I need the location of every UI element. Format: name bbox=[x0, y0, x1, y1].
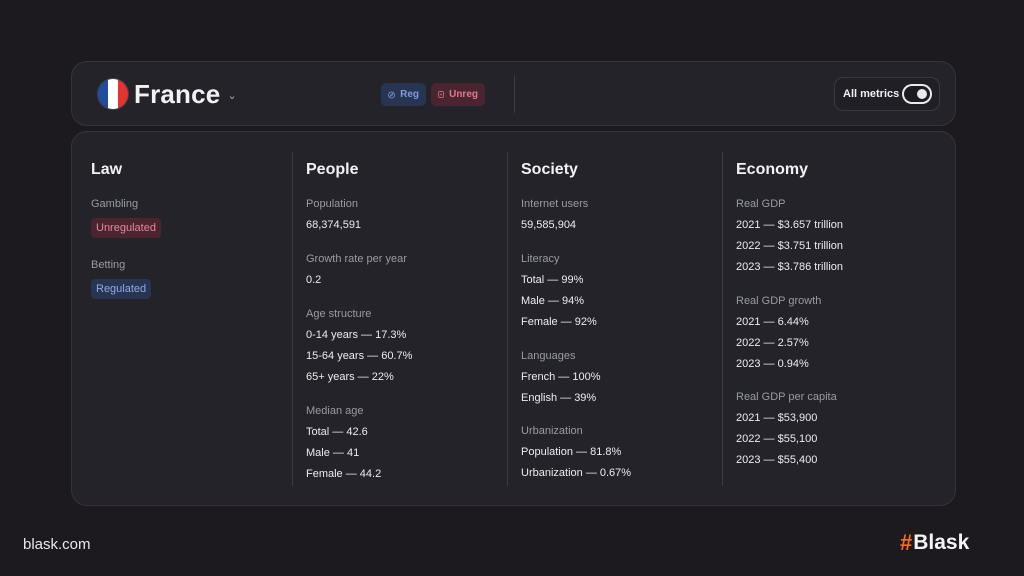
country-name: France bbox=[134, 78, 221, 109]
header-divider bbox=[514, 75, 515, 113]
unreg-chip-label: Unreg bbox=[449, 89, 478, 100]
literacy-value: Male — 94% bbox=[521, 295, 584, 307]
reg-filter-chip[interactable]: Reg bbox=[381, 83, 426, 106]
real-gdp-growth-value: 2021 — 6.44% bbox=[736, 316, 809, 328]
literacy-value: Total — 99% bbox=[521, 274, 584, 286]
people-title: People bbox=[306, 161, 359, 178]
languages-value: English — 39% bbox=[521, 392, 597, 404]
gambling-label: Gambling bbox=[91, 198, 139, 210]
all-metrics-label: All metrics bbox=[843, 88, 900, 100]
real-gdp-label: Real GDP bbox=[736, 198, 786, 210]
real-gdp-growth-label: Real GDP growth bbox=[736, 295, 822, 307]
hash-icon: # bbox=[900, 530, 913, 555]
real-gdp-value: 2022 — $3.751 trillion bbox=[736, 240, 844, 252]
gdp-per-capita-value: 2021 — $53,900 bbox=[736, 412, 818, 424]
median-age-value: Male — 41 bbox=[306, 447, 360, 459]
population-label: Population bbox=[306, 198, 358, 210]
age-structure-value: 15-64 years — 60.7% bbox=[306, 350, 413, 362]
real-gdp-growth-value: 2022 — 2.57% bbox=[736, 337, 809, 349]
urbanization-label: Urbanization bbox=[521, 425, 583, 437]
literacy-label: Literacy bbox=[521, 253, 560, 265]
blask-logo: # Blask bbox=[900, 531, 969, 555]
compass-icon bbox=[388, 91, 395, 98]
betting-status-badge: Regulated bbox=[91, 279, 152, 299]
column-divider bbox=[507, 152, 508, 486]
gambling-status-badge: Unregulated bbox=[91, 218, 161, 238]
unreg-filter-chip[interactable]: Unreg bbox=[431, 83, 485, 106]
real-gdp-value: 2023 — $3.786 trillion bbox=[736, 261, 844, 273]
literacy-value: Female — 92% bbox=[521, 316, 597, 328]
internet-users-value: 59,585,904 bbox=[521, 219, 577, 231]
median-age-value: Total — 42.6 bbox=[306, 426, 368, 438]
internet-users-label: Internet users bbox=[521, 198, 589, 210]
languages-label: Languages bbox=[521, 350, 576, 362]
growth-rate-value: 0.2 bbox=[306, 274, 322, 286]
gdp-per-capita-value: 2022 — $55,100 bbox=[736, 433, 818, 445]
law-title: Law bbox=[91, 161, 123, 178]
brand-name: Blask bbox=[913, 531, 970, 554]
column-divider bbox=[722, 152, 723, 486]
chevron-down-icon: ⌄ bbox=[227, 89, 237, 102]
age-structure-label: Age structure bbox=[306, 308, 372, 320]
reg-chip-label: Reg bbox=[400, 89, 419, 100]
economy-title: Economy bbox=[736, 161, 809, 178]
society-title: Society bbox=[521, 161, 578, 178]
all-metrics-control: All metrics bbox=[834, 77, 940, 111]
urbanization-value: Population — 81.8% bbox=[521, 446, 622, 458]
country-metrics-card: Law Gambling Unregulated Betting Regulat… bbox=[71, 131, 956, 506]
france-flag-icon bbox=[98, 79, 128, 109]
median-age-label: Median age bbox=[306, 405, 364, 417]
lock-icon bbox=[438, 91, 444, 98]
age-structure-value: 0-14 years — 17.3% bbox=[306, 329, 407, 341]
column-divider bbox=[292, 152, 293, 486]
population-value: 68,374,591 bbox=[306, 219, 362, 231]
languages-value: French — 100% bbox=[521, 371, 601, 383]
betting-label: Betting bbox=[91, 259, 126, 271]
real-gdp-value: 2021 — $3.657 trillion bbox=[736, 219, 844, 231]
toggle-knob bbox=[917, 89, 927, 99]
urbanization-value: Urbanization — 0.67% bbox=[521, 467, 632, 479]
country-header-card: France ⌄ Reg Unreg All metrics bbox=[71, 61, 956, 126]
real-gdp-growth-value: 2023 — 0.94% bbox=[736, 358, 809, 370]
site-url: blask.com bbox=[23, 536, 91, 553]
country-selector[interactable]: France ⌄ bbox=[98, 78, 237, 110]
growth-rate-label: Growth rate per year bbox=[306, 253, 407, 265]
age-structure-value: 65+ years — 22% bbox=[306, 371, 394, 383]
gdp-per-capita-value: 2023 — $55,400 bbox=[736, 454, 818, 466]
median-age-value: Female — 44.2 bbox=[306, 468, 382, 480]
all-metrics-toggle[interactable] bbox=[902, 84, 932, 104]
gdp-per-capita-label: Real GDP per capita bbox=[736, 391, 837, 403]
